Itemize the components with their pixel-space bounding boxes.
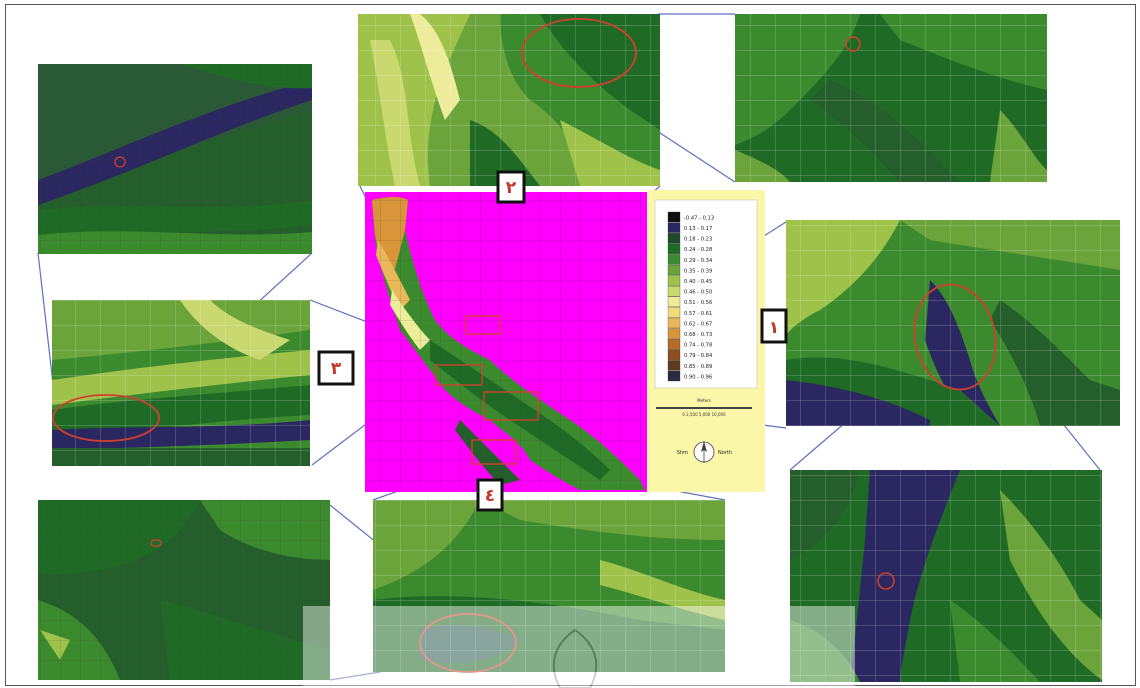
legend-items: -0.47 - 0.13 0.13 - 0.17 0.18 - 0.23 0.24 -…	[667, 211, 714, 382]
legend-label: 0.85 - 0.89	[684, 364, 712, 370]
inset-map-top-right	[735, 14, 1047, 182]
svg-text:٢: ٢	[506, 178, 517, 198]
legend-label: 0.40 - 0.45	[684, 279, 712, 285]
legend-swatch	[667, 370, 681, 382]
area-rectangle-2	[465, 315, 501, 335]
legend-label: 0.79 - 0.84	[684, 353, 713, 359]
marker-ellipse	[521, 18, 637, 88]
watermark	[303, 606, 855, 688]
legend-swatch	[667, 233, 681, 244]
legend-label: 0.62 - 0.67	[684, 321, 712, 327]
legend-label: 0.68 - 0.73	[684, 332, 712, 338]
badge-2: ٢	[496, 170, 526, 204]
legend-swatch	[667, 243, 681, 254]
legend-label: 0.35 - 0.39	[684, 268, 712, 274]
legend-swatch	[667, 275, 681, 286]
marker-circle	[877, 572, 895, 590]
legend-swatch	[667, 307, 681, 318]
legend-swatch	[667, 211, 681, 223]
legend-label: 0.29 - 0.34	[684, 258, 713, 264]
compass-right-label: North	[718, 450, 732, 456]
badge-3: ٣	[317, 350, 355, 386]
inset-map-top-left	[38, 64, 312, 254]
legend-label: 0.46 - 0.50	[684, 290, 712, 296]
legend-swatch	[667, 328, 681, 339]
compass-icon	[693, 441, 715, 463]
inset-map-bottom-left	[38, 500, 330, 680]
inset-map-bottom-center	[373, 500, 725, 673]
main-map	[365, 192, 647, 492]
legend-label: 0.13 - 0.17	[684, 226, 712, 232]
compass-left-label: Shm	[677, 450, 688, 456]
legend-panel: -0.47 - 0.13 0.13 - 0.17 0.18 - 0.23 0.24 -…	[647, 190, 765, 492]
marker-ellipse	[419, 613, 517, 673]
legend-swatch	[667, 317, 681, 329]
inset-map-middle-left	[52, 300, 310, 466]
legend-swatch	[667, 286, 681, 297]
scale-title: Meters	[697, 398, 711, 403]
legend-label: 0.90 - 0.96	[684, 374, 712, 380]
svg-text:١: ١	[769, 318, 779, 338]
legend-swatch	[667, 339, 681, 350]
legend-label: 0.24 - 0.28	[684, 247, 712, 253]
legend-label: 0.57 - 0.61	[684, 311, 712, 317]
marker-ellipse	[52, 394, 160, 442]
legend-swatch	[667, 264, 681, 276]
legend-swatch	[667, 254, 681, 265]
scale-ticks: 0 2,500 5,000 10,000	[682, 412, 726, 417]
svg-text:٣: ٣	[331, 359, 342, 379]
badge-1: ١	[760, 308, 788, 344]
marker-circle	[150, 539, 162, 547]
inset-map-top-center	[358, 14, 660, 186]
marker-ellipse	[913, 283, 997, 391]
marker-circle	[114, 156, 126, 168]
legend-label: 0.74 - 0.78	[684, 343, 712, 349]
legend-swatch	[667, 222, 681, 233]
legend-label: 0.51 - 0.56	[684, 300, 712, 306]
inset-map-bottom-right	[790, 470, 1102, 682]
marker-circle	[845, 36, 861, 52]
area-rectangle-3	[435, 364, 483, 386]
area-rectangle-4	[471, 439, 517, 465]
legend-label: 0.18 - 0.23	[684, 237, 712, 243]
legend-swatch	[667, 360, 681, 371]
area-rectangle-1	[483, 391, 539, 421]
badge-4: ٤	[476, 478, 504, 512]
svg-text:٤: ٤	[485, 486, 495, 506]
legend-swatch	[667, 296, 681, 307]
legend-label: -0.47 - 0.13	[684, 215, 714, 221]
legend-swatch	[667, 349, 681, 360]
inset-map-middle-right	[786, 220, 1120, 426]
